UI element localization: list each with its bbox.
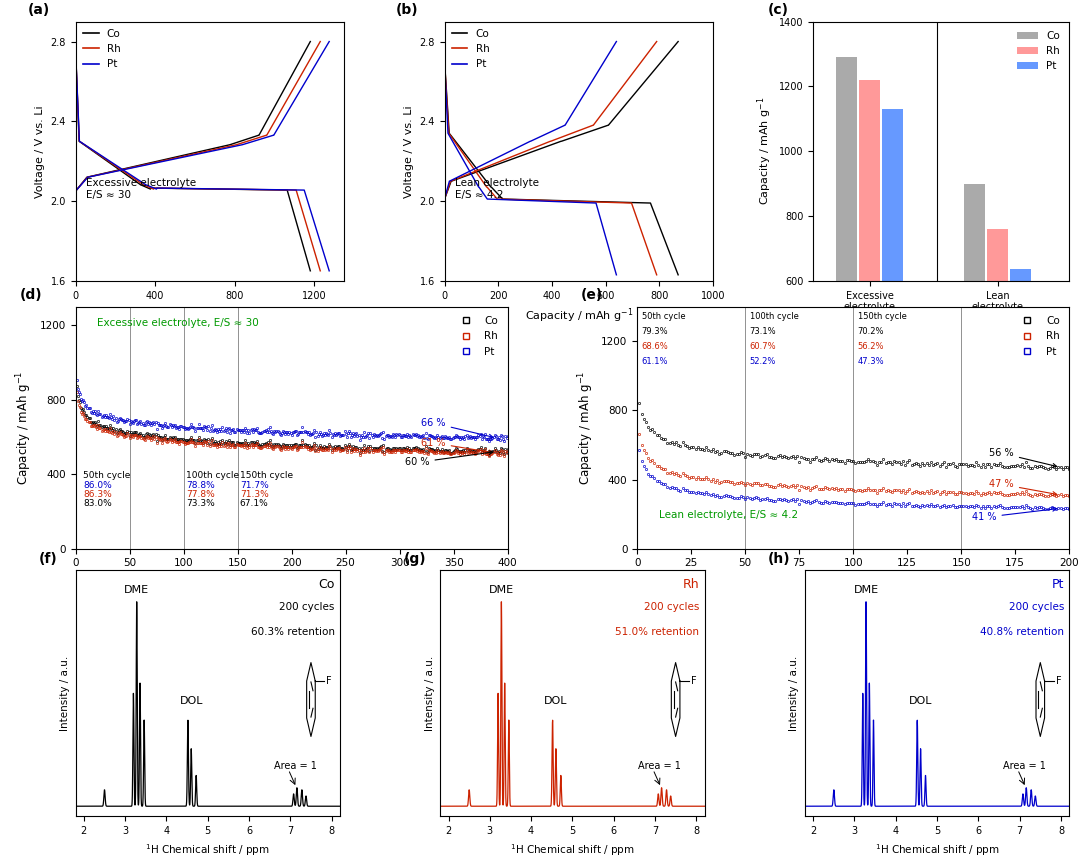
- Text: 200 cycles: 200 cycles: [280, 602, 335, 613]
- Text: 86.0%: 86.0%: [83, 481, 112, 490]
- Y-axis label: Voltage / V vs. Li: Voltage / V vs. Li: [404, 105, 414, 198]
- Text: DOL: DOL: [544, 696, 568, 706]
- X-axis label: Cycle number: Cycle number: [251, 574, 333, 587]
- Text: 79.3%: 79.3%: [642, 327, 669, 336]
- Legend: Co, Rh, Pt: Co, Rh, Pt: [81, 27, 123, 72]
- Text: 47 %: 47 %: [989, 480, 1056, 496]
- Legend: Co, Rh, Pt: Co, Rh, Pt: [449, 27, 491, 72]
- Text: 73.3%: 73.3%: [186, 499, 215, 508]
- Legend: Co, Rh, Pt: Co, Rh, Pt: [1013, 27, 1064, 75]
- Legend: Co, Rh, Pt: Co, Rh, Pt: [1013, 312, 1064, 360]
- Text: 150th cycle: 150th cycle: [240, 471, 293, 480]
- Text: 52.2%: 52.2%: [750, 357, 775, 365]
- Text: (a): (a): [27, 3, 50, 16]
- Text: DOL: DOL: [179, 696, 203, 706]
- Text: 41 %: 41 %: [972, 507, 1056, 523]
- Text: 60.3% retention: 60.3% retention: [251, 627, 335, 637]
- X-axis label: $^{1}$H Chemical shift / ppm: $^{1}$H Chemical shift / ppm: [875, 842, 999, 858]
- Text: 71.7%: 71.7%: [240, 481, 269, 490]
- Text: 70.2%: 70.2%: [858, 327, 885, 336]
- Text: (g): (g): [403, 552, 426, 566]
- X-axis label: Capacity / mAh g$^{-1}$: Capacity / mAh g$^{-1}$: [156, 306, 264, 325]
- Bar: [882, 109, 903, 475]
- Text: 56.2%: 56.2%: [858, 342, 885, 351]
- Y-axis label: Capacity / mAh g$^{-1}$: Capacity / mAh g$^{-1}$: [14, 371, 35, 485]
- Text: 71.3%: 71.3%: [240, 490, 269, 499]
- Text: DME: DME: [124, 585, 149, 594]
- Text: 60 %: 60 %: [405, 451, 492, 467]
- Text: F: F: [1056, 676, 1062, 686]
- Text: 50th cycle: 50th cycle: [642, 312, 685, 321]
- Text: 61.1%: 61.1%: [642, 357, 669, 365]
- Text: (e): (e): [581, 289, 604, 302]
- Text: (b): (b): [396, 3, 419, 16]
- Text: 78.8%: 78.8%: [186, 481, 215, 490]
- Text: 51.0% retention: 51.0% retention: [616, 627, 699, 637]
- Text: 100th cycle: 100th cycle: [186, 471, 239, 480]
- Text: Pt: Pt: [1052, 578, 1064, 591]
- Y-axis label: Intensity / a.u.: Intensity / a.u.: [60, 656, 70, 731]
- Text: Area = 1: Area = 1: [638, 761, 681, 772]
- Text: Area = 1: Area = 1: [1003, 761, 1047, 772]
- Text: Excessive electrolyte, E/S ≈ 30: Excessive electrolyte, E/S ≈ 30: [97, 318, 259, 327]
- Y-axis label: Capacity / mAh g$^{-1}$: Capacity / mAh g$^{-1}$: [755, 97, 773, 206]
- Bar: [987, 229, 1009, 475]
- Text: Area = 1: Area = 1: [274, 761, 316, 772]
- Text: 200 cycles: 200 cycles: [1009, 602, 1064, 613]
- Text: (f): (f): [39, 552, 57, 566]
- Text: 73.1%: 73.1%: [750, 327, 777, 336]
- Text: 77.8%: 77.8%: [186, 490, 215, 499]
- Bar: [860, 80, 880, 475]
- Bar: [964, 184, 985, 475]
- Text: 61 %: 61 %: [421, 438, 492, 454]
- Y-axis label: Intensity / a.u.: Intensity / a.u.: [424, 656, 435, 731]
- Text: 40.8% retention: 40.8% retention: [980, 627, 1064, 637]
- Text: DME: DME: [489, 585, 514, 594]
- Text: 100th cycle: 100th cycle: [750, 312, 798, 321]
- Text: 150th cycle: 150th cycle: [858, 312, 906, 321]
- Text: 67.1%: 67.1%: [240, 499, 269, 508]
- Text: DOL: DOL: [908, 696, 932, 706]
- Bar: [1010, 270, 1031, 475]
- Text: DME: DME: [853, 585, 879, 594]
- X-axis label: $^{1}$H Chemical shift / ppm: $^{1}$H Chemical shift / ppm: [146, 842, 270, 858]
- Bar: [836, 57, 858, 475]
- X-axis label: $^{1}$H Chemical shift / ppm: $^{1}$H Chemical shift / ppm: [510, 842, 635, 858]
- Text: 83.0%: 83.0%: [83, 499, 112, 508]
- Text: 56 %: 56 %: [989, 448, 1056, 467]
- Text: Lean electrolyte
E/S ≈ 4.2: Lean electrolyte E/S ≈ 4.2: [456, 178, 539, 200]
- Text: 47.3%: 47.3%: [858, 357, 885, 365]
- Text: (c): (c): [768, 3, 788, 16]
- X-axis label: Capacity / mAh g$^{-1}$: Capacity / mAh g$^{-1}$: [525, 306, 633, 325]
- Text: Rh: Rh: [683, 578, 699, 591]
- Text: Excessive electrolyte
E/S ≈ 30: Excessive electrolyte E/S ≈ 30: [86, 178, 197, 200]
- Text: F: F: [326, 676, 332, 686]
- Y-axis label: Voltage / V vs. Li: Voltage / V vs. Li: [35, 105, 45, 198]
- Text: 66 %: 66 %: [421, 418, 492, 438]
- Legend: Co, Rh, Pt: Co, Rh, Pt: [451, 312, 502, 360]
- Text: 68.6%: 68.6%: [642, 342, 669, 351]
- Y-axis label: Intensity / a.u.: Intensity / a.u.: [789, 656, 799, 731]
- Text: Lean electrolyte, E/S ≈ 4.2: Lean electrolyte, E/S ≈ 4.2: [659, 510, 798, 519]
- X-axis label: Cycle number: Cycle number: [812, 574, 894, 587]
- Y-axis label: Capacity / mAh g$^{-1}$: Capacity / mAh g$^{-1}$: [576, 371, 596, 485]
- Text: 50th cycle: 50th cycle: [83, 471, 131, 480]
- Text: Co: Co: [319, 578, 335, 591]
- Text: (d): (d): [19, 289, 42, 302]
- Text: (h): (h): [768, 552, 791, 566]
- Text: 86.3%: 86.3%: [83, 490, 112, 499]
- Text: 200 cycles: 200 cycles: [644, 602, 699, 613]
- Text: 60.7%: 60.7%: [750, 342, 777, 351]
- Text: F: F: [691, 676, 697, 686]
